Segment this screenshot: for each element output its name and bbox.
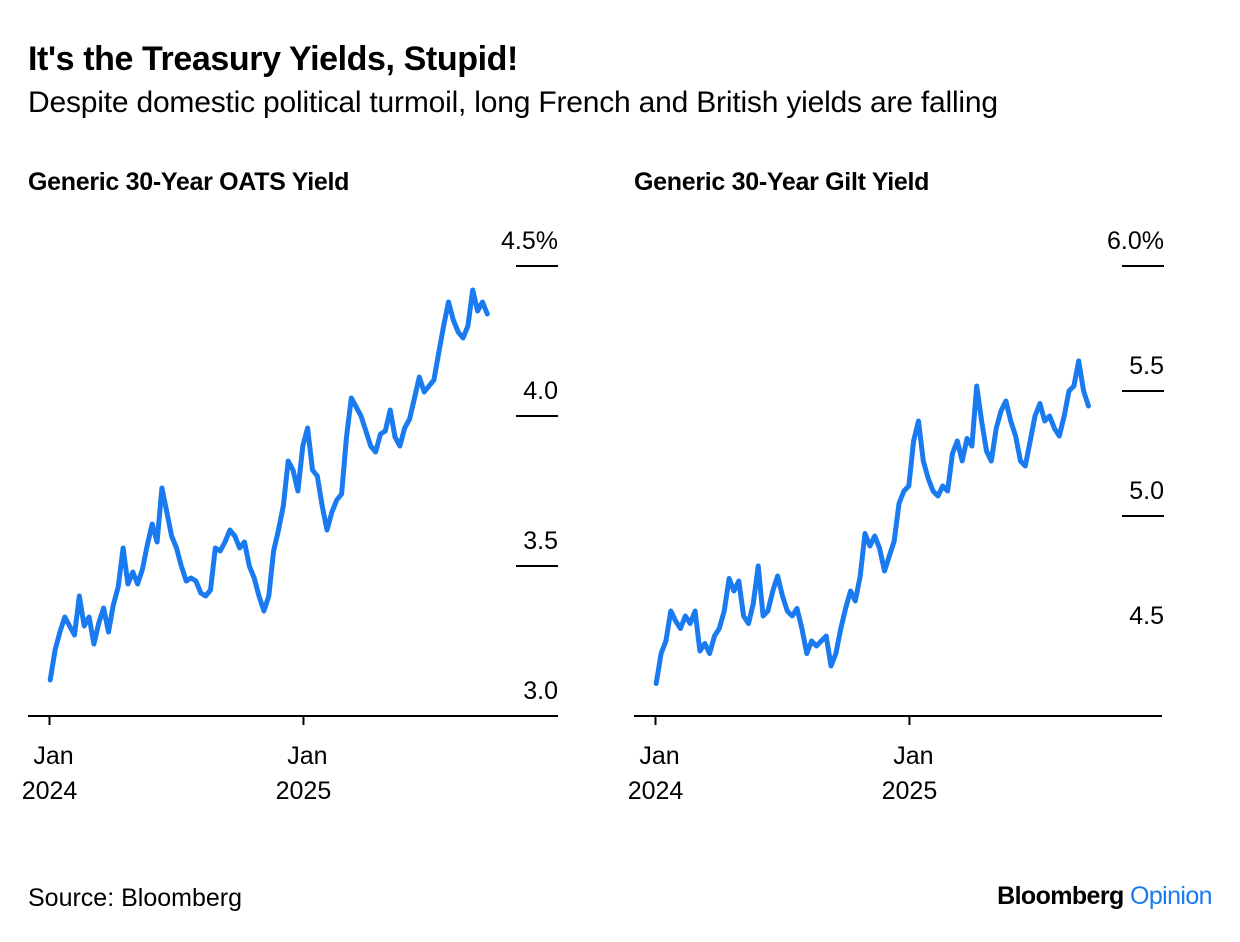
brand-logo: Bloomberg Opinion [997,882,1212,911]
chart-title: It's the Treasury Yields, Stupid! [28,40,518,78]
gilt-yield-line [653,358,1091,686]
y-tick-label: 5.0 [1129,477,1164,505]
x-tick-label-month: Jan [893,742,933,770]
x-tick-label-year: 2024 [628,777,684,805]
oats-yield-line [47,287,490,683]
chart-subtitle: Despite domestic political turmoil, long… [28,86,998,119]
x-tick-label-month: Jan [33,742,73,770]
x-tick-label-month: Jan [639,742,679,770]
brand-main: Bloomberg [997,882,1124,910]
x-tick-label-year: 2025 [882,777,938,805]
panel-title-gilt: Generic 30-Year Gilt Yield [634,168,930,196]
x-tick-label-year: 2024 [22,777,78,805]
y-tick-label: 4.0 [523,377,558,405]
x-tick-label-year: 2025 [276,777,332,805]
source-note: Source: Bloomberg [28,884,243,912]
x-tick-label-month: Jan [287,742,327,770]
brand-accent: Opinion [1130,882,1213,910]
y-tick-label: 4.5% [501,227,558,255]
panel-title-oats: Generic 30-Year OATS Yield [28,168,350,196]
y-tick-label: 3.0 [523,677,558,705]
y-tick-label: 4.5 [1129,602,1164,630]
y-tick-label: 5.5 [1129,352,1164,380]
y-tick-label: 3.5 [523,527,558,555]
y-tick-label: 6.0% [1107,227,1164,255]
yield-charts: 3.0 3.5 4.0 4.5% Jan 2024 Jan 2025 4.5 5.0 5.5 6.0%… [22,227,1164,805]
